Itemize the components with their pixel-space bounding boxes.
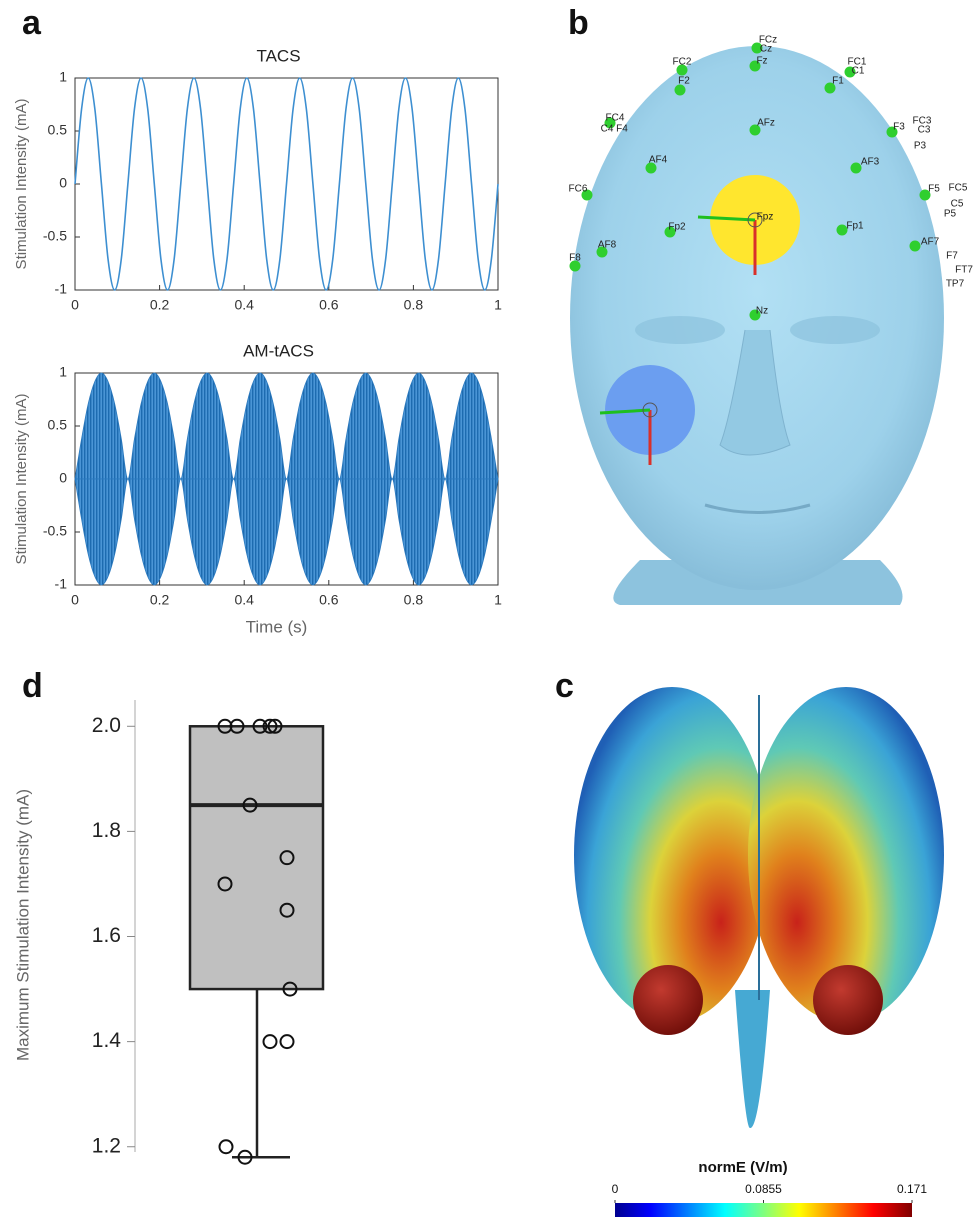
electrode-label: AF7 bbox=[921, 237, 940, 248]
electrode-label: Nz bbox=[756, 306, 768, 317]
panel-label: a bbox=[22, 4, 42, 42]
x-tick-label: 1 bbox=[494, 592, 502, 608]
area-series bbox=[75, 373, 498, 479]
electrode-label: FC2 bbox=[673, 57, 692, 68]
y-tick-label: 2.0 bbox=[92, 714, 121, 737]
y-tick-label: 1 bbox=[59, 364, 67, 380]
box bbox=[190, 726, 323, 989]
colorbar-tick-label: 0.171 bbox=[897, 1182, 927, 1196]
electrode-label: F4 bbox=[616, 124, 628, 135]
electrode-label: FC5 bbox=[949, 183, 968, 194]
electrode-label: AF8 bbox=[598, 240, 617, 251]
y-tick-label: -0.5 bbox=[43, 228, 67, 244]
y-tick-label: 1.2 bbox=[92, 1134, 121, 1157]
area-series bbox=[75, 479, 498, 585]
electrode-label: Fp2 bbox=[668, 222, 686, 233]
x-tick-label: 0.4 bbox=[234, 297, 254, 313]
y-tick-label: 1 bbox=[59, 69, 67, 85]
electrode-label: F1 bbox=[832, 76, 844, 87]
x-tick-label: 0 bbox=[71, 297, 79, 313]
electrode-label: AF4 bbox=[649, 155, 668, 166]
x-tick-label: 1 bbox=[494, 297, 502, 313]
y-tick-label: -1 bbox=[55, 281, 68, 297]
electrode-label: F8 bbox=[569, 253, 581, 264]
electrode-label: Fpz bbox=[757, 212, 774, 223]
electrode-label: F2 bbox=[678, 76, 690, 87]
x-tick-label: 0.8 bbox=[404, 297, 424, 313]
x-tick-label: 0.2 bbox=[150, 297, 170, 313]
electrode-label: FT7 bbox=[955, 265, 973, 276]
electrode-label: Cz bbox=[760, 44, 772, 55]
panel-label: c bbox=[555, 667, 574, 705]
y-axis-label: Maximum Stimulation Intensity (mA) bbox=[13, 789, 32, 1061]
brain-render bbox=[574, 687, 944, 1217]
electrode-label: P5 bbox=[944, 209, 957, 220]
x-tick-label: 0.6 bbox=[319, 297, 339, 313]
electrode-label: C4 bbox=[601, 124, 614, 135]
colorbar-tick-label: 0.0855 bbox=[745, 1182, 782, 1196]
page: {"panel_labels": ["a", "b", "d", "c"], "… bbox=[0, 0, 976, 1217]
data-point bbox=[220, 1140, 233, 1153]
electrode bbox=[910, 241, 921, 252]
y-tick-label: 0.5 bbox=[48, 417, 68, 433]
y-tick-label: 1.8 bbox=[92, 819, 121, 842]
electrode-label: F5 bbox=[928, 184, 940, 195]
y-tick-label: 0.5 bbox=[48, 122, 68, 138]
line-series bbox=[75, 78, 498, 290]
electrode-label: Fz bbox=[756, 56, 767, 67]
y-tick-label: 0 bbox=[59, 175, 67, 191]
y-tick-label: 1.4 bbox=[92, 1029, 122, 1052]
panel-label: b bbox=[568, 4, 589, 42]
colorbar-tick-label: 0 bbox=[612, 1182, 619, 1196]
electrode-label: F3 bbox=[893, 122, 905, 133]
y-tick-label: 1.6 bbox=[92, 924, 121, 947]
y-tick-label: 0 bbox=[59, 470, 67, 486]
electrode-label: Fp1 bbox=[846, 221, 864, 232]
x-tick-label: 0.4 bbox=[234, 592, 254, 608]
electrode-label: C1 bbox=[852, 66, 865, 77]
electrode-label: F7 bbox=[946, 251, 958, 262]
y-tick-label: -0.5 bbox=[43, 523, 67, 539]
y-axis-label: Stimulation Intensity (mA) bbox=[13, 99, 30, 270]
colorbar-title: normE (V/m) bbox=[698, 1159, 787, 1176]
x-axis-label: Time (s) bbox=[246, 617, 308, 636]
electrode-label: P3 bbox=[914, 141, 927, 152]
y-axis-label: Stimulation Intensity (mA) bbox=[13, 394, 30, 565]
electrode-label: C3 bbox=[918, 125, 931, 136]
electrode-label: FC4 bbox=[606, 113, 625, 124]
panel-label: d bbox=[22, 667, 43, 705]
chart-title: TACS bbox=[256, 46, 300, 65]
electrode-label: AF3 bbox=[861, 157, 880, 168]
x-tick-label: 0.8 bbox=[404, 592, 424, 608]
electrode-label: FC6 bbox=[569, 184, 588, 195]
data-point bbox=[281, 1035, 294, 1048]
electrode-label: AFz bbox=[757, 118, 775, 129]
x-tick-label: 0.6 bbox=[319, 592, 339, 608]
y-tick-label: -1 bbox=[55, 576, 68, 592]
figure: a b d c 0 0.2 0.4 0.6 0.8 1 -1 -0.5 0 0.5 1 TACS Stimula… bbox=[0, 0, 976, 1217]
x-tick-label: 0 bbox=[71, 592, 79, 608]
electrode-label: TP7 bbox=[946, 279, 965, 290]
data-point bbox=[264, 1035, 277, 1048]
x-tick-label: 0.2 bbox=[150, 592, 170, 608]
chart-title: AM-tACS bbox=[243, 341, 314, 360]
